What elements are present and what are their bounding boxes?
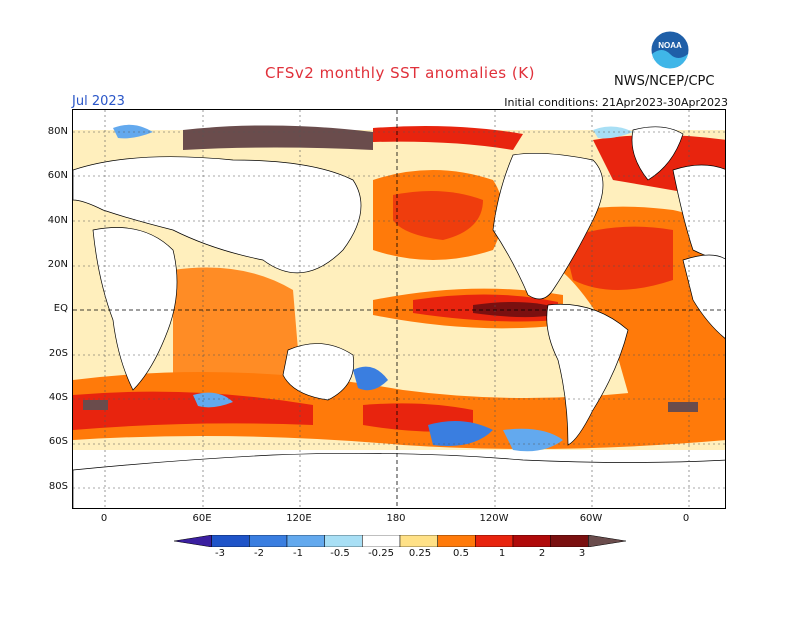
sst-anomaly-map: [72, 109, 726, 509]
colorbar-segment: [399, 535, 438, 547]
colorbar-label: 3: [578, 548, 586, 559]
colorbar-label: -0.5: [330, 548, 350, 559]
colorbar-label: 0.5: [453, 548, 469, 559]
lon-label-60w: 60W: [579, 513, 603, 524]
lon-label-120e: 120E: [286, 513, 312, 524]
colorbar-segment: [550, 535, 589, 547]
colorbar-label: -1: [293, 548, 303, 559]
svg-text:NOAA: NOAA: [658, 41, 682, 50]
colorbar-segment: [249, 535, 288, 547]
chart-title: CFSv2 monthly SST anomalies (K): [265, 64, 535, 82]
lat-label-40n: 40N: [47, 215, 68, 226]
lon-label-0: 0: [100, 513, 108, 524]
colorbar-segment: [362, 535, 401, 547]
colorbar: [174, 535, 626, 547]
colorbar-label: 1: [498, 548, 506, 559]
colorbar-segment: [174, 535, 212, 547]
colorbar-segment: [512, 535, 551, 547]
colorbar-segment: [324, 535, 363, 547]
colorbar-segment: [211, 535, 250, 547]
lon-label-0-east: 0: [682, 513, 690, 524]
lat-label-20n: 20N: [47, 259, 68, 270]
noaa-logo: NOAA: [650, 30, 690, 70]
lat-label-eq: EQ: [53, 303, 68, 314]
colorbar-label: 0.25: [408, 548, 432, 559]
lon-label-120w: 120W: [479, 513, 509, 524]
colorbar-label: -2: [254, 548, 264, 559]
lat-label-60s: 60S: [48, 436, 68, 447]
forecast-month: Jul 2023: [72, 94, 125, 109]
lat-label-20s: 20S: [48, 348, 68, 359]
lat-label-60n: 60N: [47, 170, 68, 181]
lat-label-80n: 80N: [47, 126, 68, 137]
initial-conditions: Initial conditions: 21Apr2023-30Apr2023: [504, 96, 728, 109]
colorbar-segment: [475, 535, 514, 547]
lat-label-40s: 40S: [48, 392, 68, 403]
colorbar-segment: [588, 535, 626, 547]
lon-label-60e: 60E: [192, 513, 212, 524]
sst-map-svg: [73, 110, 725, 508]
lat-label-80s: 80S: [48, 481, 68, 492]
colorbar-segment: [437, 535, 476, 547]
colorbar-label: 2: [538, 548, 546, 559]
lon-label-180: 180: [386, 513, 406, 524]
colorbar-label: -0.25: [368, 548, 394, 559]
colorbar-label: -3: [215, 548, 225, 559]
colorbar-segment: [286, 535, 325, 547]
credit: NWS/NCEP/CPC: [614, 74, 715, 89]
